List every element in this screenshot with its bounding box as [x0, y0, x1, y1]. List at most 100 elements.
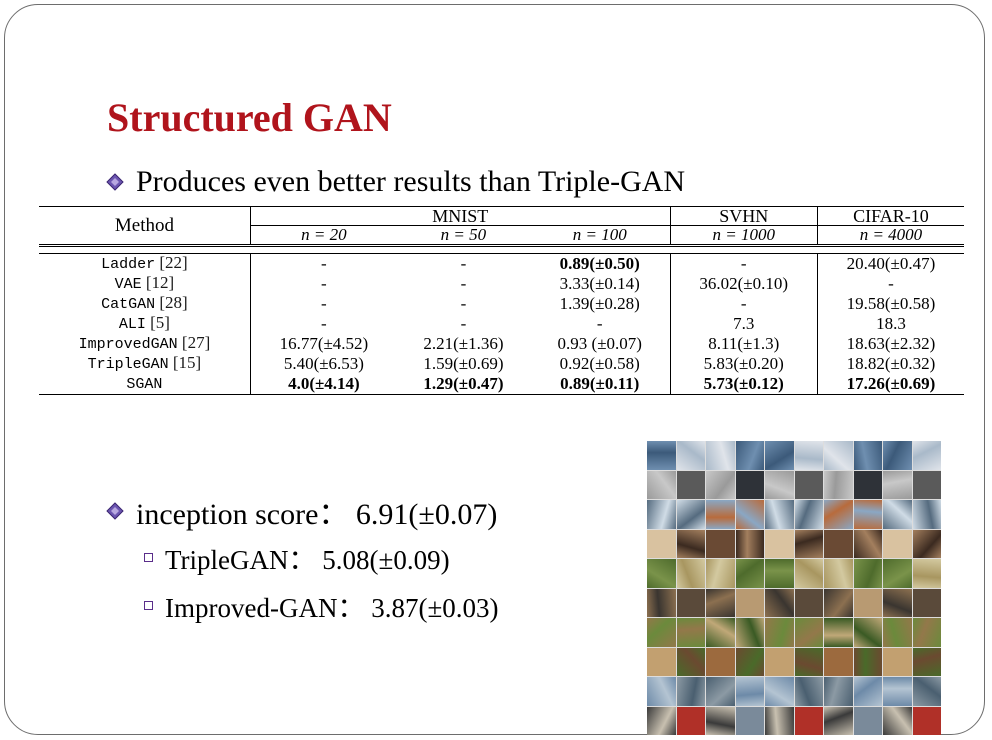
table-cell: - — [888, 274, 894, 293]
sample-tile — [647, 647, 676, 676]
sample-tile — [824, 618, 853, 647]
sample-tile — [765, 559, 794, 588]
subheader: n = 100 — [529, 225, 671, 246]
method-cell: ALI [5] — [39, 314, 251, 334]
table-cell: - — [529, 314, 671, 334]
sample-tile — [794, 588, 823, 617]
table-cell: 0.92(±0.58) — [529, 354, 671, 374]
sample-tile — [853, 441, 882, 470]
sample-tile — [794, 647, 823, 676]
results-table: Method MNIST SVHN CIFAR-10 n = 20 n = 50… — [39, 206, 964, 395]
table-cell: 1.39(±0.28) — [529, 294, 671, 314]
table-row: SGAN 4.0(±4.14) 1.29(±0.47) 0.89(±0.11) … — [39, 374, 964, 395]
method-cell: CatGAN [28] — [39, 294, 251, 314]
sample-tile — [706, 618, 735, 647]
table-row: ImprovedGAN [27] 16.77(±4.52) 2.21(±1.36… — [39, 334, 964, 354]
subheader: n = 4000 — [859, 225, 923, 244]
table-cell: - — [460, 274, 467, 293]
sample-tile — [883, 441, 912, 470]
sample-tile — [765, 618, 794, 647]
table-cell: - — [670, 294, 818, 314]
sample-tile — [912, 500, 941, 529]
table-cell: 16.77(±4.52) — [279, 334, 369, 353]
sample-tile — [765, 647, 794, 676]
table-cell: 36.02(±0.10) — [670, 274, 818, 294]
diamond-bullet-icon — [106, 173, 124, 191]
sample-tile — [706, 677, 735, 706]
sample-tile — [912, 470, 941, 499]
sample-tile — [794, 529, 823, 558]
sample-tile — [706, 529, 735, 558]
sample-tile — [912, 647, 941, 676]
sample-tile — [794, 441, 823, 470]
table-cell: - — [321, 274, 327, 293]
sample-tile — [676, 677, 705, 706]
sample-tile — [912, 677, 941, 706]
sub-bullet-text: TripleGAN： 5.08(±0.09) — [165, 545, 450, 575]
sample-tile — [676, 647, 705, 676]
sample-tile — [647, 618, 676, 647]
square-bullet-icon — [144, 601, 153, 610]
sample-tile — [765, 706, 794, 735]
table-cell: 3.33(±0.14) — [529, 274, 671, 294]
sample-tile — [765, 500, 794, 529]
sample-tile — [706, 706, 735, 735]
sample-tile — [765, 441, 794, 470]
slide-frame — [4, 4, 985, 735]
sample-tile — [735, 529, 764, 558]
sample-tile — [647, 529, 676, 558]
sample-tile — [794, 500, 823, 529]
sample-tile — [765, 588, 794, 617]
sample-tile — [853, 647, 882, 676]
sample-tile — [706, 588, 735, 617]
sample-tile — [647, 588, 676, 617]
table-cell: 19.58(±0.58) — [846, 294, 936, 313]
method-cell: TripleGAN [15] — [39, 354, 251, 374]
sub-bullet-improvedgan: Improved-GAN： 3.87(±0.03) — [144, 586, 499, 625]
table-cell: 20.40(±0.47) — [846, 254, 936, 273]
subheader: n = 20 — [301, 225, 347, 244]
table-row: CatGAN [28] - - 1.39(±0.28) - 19.58(±0.5… — [39, 294, 964, 314]
sample-tile — [883, 470, 912, 499]
method-cell: Ladder [22] — [39, 253, 251, 274]
sample-tile — [883, 559, 912, 588]
sample-tile — [912, 559, 941, 588]
table-row: TripleGAN [15] 5.40(±6.53) 1.59(±0.69) 0… — [39, 354, 964, 374]
bullet-inception: inception score： 6.91(±0.07) — [106, 489, 497, 533]
table-cell: 2.21(±1.36) — [423, 334, 504, 353]
sample-tile — [853, 677, 882, 706]
sample-tile — [676, 500, 705, 529]
sample-tile — [676, 706, 705, 735]
sample-tile — [647, 706, 676, 735]
sample-tile — [765, 529, 794, 558]
table-cell: 18.3 — [876, 314, 906, 333]
method-header: Method — [39, 206, 251, 246]
sample-tile — [883, 529, 912, 558]
sample-tile — [676, 529, 705, 558]
sample-tile — [647, 470, 676, 499]
sample-tile — [853, 500, 882, 529]
sample-tile — [912, 529, 941, 558]
table-cell: 1.59(±0.69) — [423, 354, 504, 373]
sample-tile — [883, 647, 912, 676]
sample-tile — [853, 470, 882, 499]
table-cell: - — [321, 294, 327, 313]
sample-tile — [912, 618, 941, 647]
sample-tile — [912, 706, 941, 735]
sample-tile — [676, 559, 705, 588]
sample-tile — [794, 677, 823, 706]
sample-tile — [647, 500, 676, 529]
sample-tile — [824, 647, 853, 676]
sample-tile — [883, 677, 912, 706]
sample-tile — [794, 559, 823, 588]
table-row: ALI [5] - - - 7.3 18.3 — [39, 314, 964, 334]
sample-tile — [676, 470, 705, 499]
sample-tile — [647, 441, 676, 470]
table-cell: 8.11(±1.3) — [670, 334, 818, 354]
bullet-produces: Produces even better results than Triple… — [106, 165, 685, 199]
sample-tile — [765, 677, 794, 706]
sample-tile — [883, 500, 912, 529]
sample-tile — [824, 441, 853, 470]
table-cell: 7.3 — [670, 314, 818, 334]
table-cell: 17.26(±0.69) — [846, 374, 936, 393]
